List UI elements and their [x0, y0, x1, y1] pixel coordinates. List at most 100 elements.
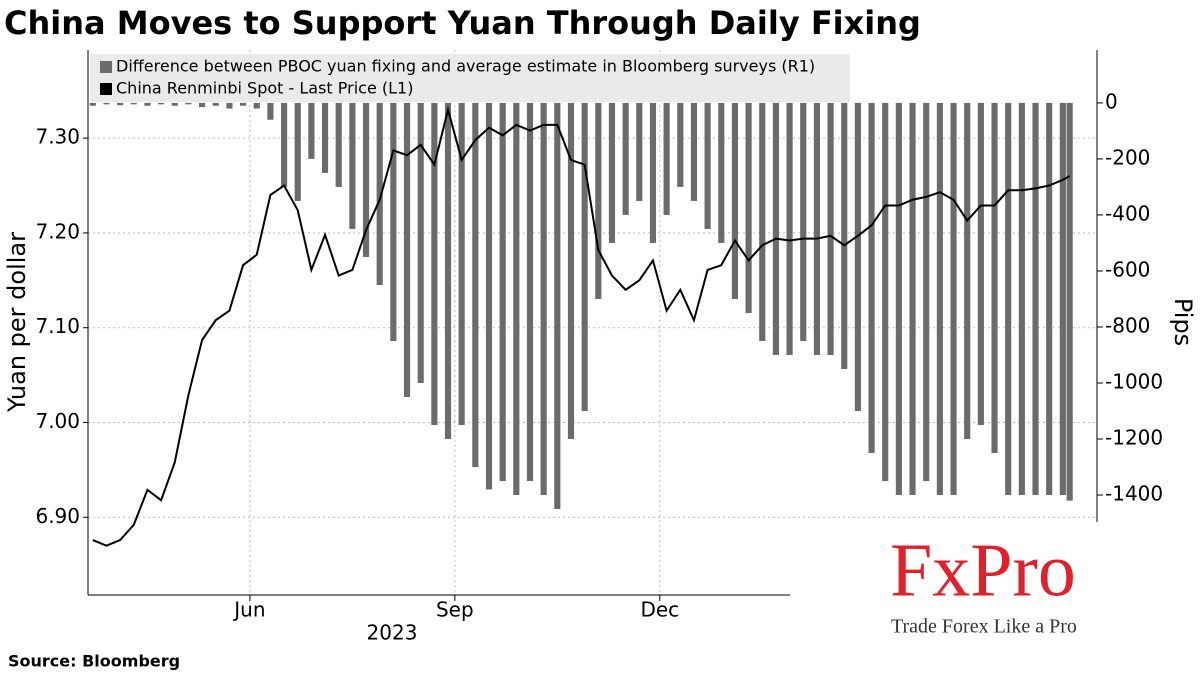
tagline: Trade Forex Like a Pro: [891, 616, 1077, 638]
bar: [745, 102, 752, 313]
bar: [936, 102, 943, 496]
y2-tick-label: -400: [1105, 201, 1150, 225]
bar: [786, 102, 793, 355]
bar: [977, 102, 984, 426]
bar: [868, 102, 875, 454]
bar: [89, 102, 96, 106]
bar: [390, 102, 397, 341]
bar: [103, 102, 110, 105]
y2-tick-label: -1200: [1105, 426, 1163, 450]
x-period-label: 2023: [367, 621, 418, 645]
y-tick-label: 7.10: [35, 314, 80, 338]
bar: [909, 102, 916, 496]
bar: [854, 102, 861, 411]
bar: [731, 102, 739, 299]
bar: [199, 102, 206, 108]
bar: [581, 102, 588, 411]
y2-tick-label: -1000: [1105, 369, 1163, 393]
line: [92, 105, 1071, 547]
bar: [540, 102, 547, 496]
bar: [950, 102, 957, 496]
bar: [130, 102, 137, 105]
bar: [444, 102, 452, 440]
bar: [1018, 102, 1025, 496]
plot-area: [88, 50, 1097, 595]
bar: [800, 102, 807, 341]
y-tick-label: 7.00: [35, 409, 80, 433]
bar: [226, 102, 233, 109]
legend-swatch: [100, 83, 112, 95]
bar: [991, 102, 998, 454]
brand: FxPro: [890, 528, 1076, 612]
bar: [663, 102, 670, 215]
bar: [1005, 102, 1012, 496]
x-tick-label: Dec: [640, 598, 679, 622]
bar: [144, 102, 151, 106]
bar: [321, 102, 329, 173]
watermark-box: [790, 522, 1200, 662]
bar: [813, 102, 820, 355]
legend-box: [90, 54, 850, 102]
bar: [827, 102, 834, 355]
y2-tick-label: -800: [1105, 313, 1150, 337]
bar: [117, 102, 124, 106]
bar: [485, 102, 493, 490]
legend-label: China Renminbi Spot - Last Price (L1): [116, 79, 413, 98]
bar: [964, 102, 971, 440]
bar: [458, 102, 465, 426]
bar: [608, 102, 616, 243]
y2-tick-label: -600: [1105, 257, 1150, 281]
plot: 6.90 7.00 7.10 7.20 7.30 Jun Sep Dec -1400 -1200 -…: [35, 50, 1163, 622]
bar: [499, 102, 506, 482]
bar: [472, 102, 479, 468]
y-axis-label: Yuan per dollar: [3, 232, 31, 413]
bar: [567, 102, 575, 440]
bar: [403, 102, 411, 397]
y2-tick-label: 0: [1105, 89, 1118, 113]
y-tick-label: 6.90: [35, 504, 80, 528]
bar: [841, 102, 848, 369]
chart-title: China Moves to Support Yuan Through Dail…: [4, 4, 921, 42]
bar: [267, 102, 274, 120]
bar: [595, 102, 602, 299]
bar: [158, 102, 165, 105]
bar: [308, 102, 315, 159]
bar: [677, 102, 684, 187]
bar: [362, 102, 370, 257]
y2-tick-label: -1400: [1105, 482, 1163, 506]
bar: [526, 102, 534, 482]
bar: [718, 102, 725, 243]
bar: [253, 102, 260, 109]
bar: [280, 102, 288, 187]
y-tick-label: 7.20: [35, 219, 80, 243]
bar: [772, 102, 779, 355]
x-tick-label: Jun: [232, 598, 265, 622]
bar: [704, 102, 711, 229]
bar: [212, 102, 219, 106]
bar: [335, 102, 342, 187]
y-tick-label: 7.30: [35, 125, 80, 149]
legend-label: Difference between PBOC yuan fixing and …: [116, 57, 815, 76]
bar: [1032, 102, 1039, 496]
bar: [690, 102, 698, 201]
bar: [1066, 102, 1073, 501]
source: Source: Bloomberg: [8, 652, 180, 671]
y2-axis-label: Pips: [1169, 298, 1197, 346]
bar: [171, 102, 178, 106]
bar: [376, 102, 383, 285]
y2-tick-label: -200: [1105, 145, 1150, 169]
bar: [1059, 102, 1066, 496]
bar: [923, 102, 930, 482]
bar: [349, 102, 356, 229]
bar: [294, 102, 301, 201]
bar: [759, 102, 766, 341]
bar: [431, 102, 438, 426]
bar: [513, 102, 520, 496]
bar: [554, 102, 561, 510]
bar: [1046, 102, 1053, 496]
bar: [239, 102, 247, 106]
bar: [895, 102, 902, 496]
legend-swatch: [100, 61, 112, 73]
bar: [649, 102, 657, 243]
